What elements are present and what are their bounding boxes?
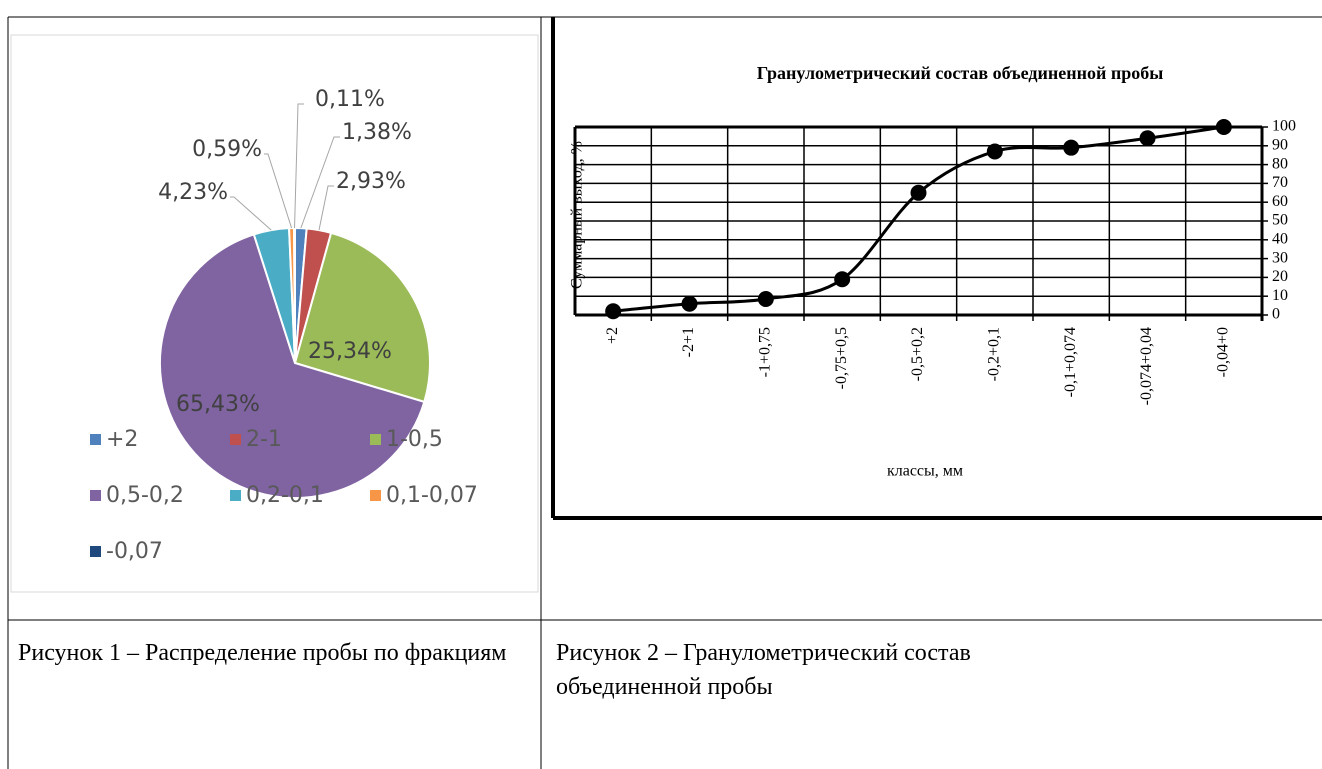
y-tick-label: 20 — [1272, 268, 1288, 285]
data-point — [757, 291, 774, 308]
x-tick-label: -0,2+0,1 — [986, 327, 1003, 381]
y-tick-label: 90 — [1272, 136, 1288, 153]
line-frame — [551, 17, 1322, 520]
legend-swatch — [230, 490, 241, 501]
data-label: 25,34% — [308, 339, 392, 364]
data-point — [605, 303, 622, 320]
y-tick-label: 80 — [1272, 155, 1288, 172]
data-point — [986, 143, 1003, 160]
legend-swatch — [370, 490, 381, 501]
legend-swatch — [90, 434, 101, 445]
data-point — [1139, 130, 1156, 147]
y-tick-label: 10 — [1272, 287, 1288, 304]
legend-label: -0,07 — [106, 539, 163, 564]
x-tick-label: -0,5+0,2 — [909, 327, 926, 381]
y-tick-label: 60 — [1272, 193, 1288, 210]
leader-line — [300, 136, 340, 229]
data-label: 2,93% — [336, 169, 406, 194]
x-axis-title: классы, мм — [887, 463, 963, 480]
legend-label: +2 — [106, 427, 138, 452]
legend-swatch — [230, 434, 241, 445]
legend-label: 2-1 — [246, 427, 282, 452]
x-tick-label: +2 — [604, 327, 621, 344]
data-point — [681, 295, 698, 312]
data-label: 1,38% — [342, 120, 412, 145]
data-label: 0,59% — [192, 137, 262, 162]
y-tick-label: 70 — [1272, 174, 1288, 191]
table-borders — [7, 16, 1322, 769]
data-line — [613, 125, 1225, 313]
y-tick-label: 50 — [1272, 212, 1288, 229]
pie-slice — [293, 226, 296, 364]
data-label: 0,11% — [315, 87, 385, 112]
legend-swatch — [90, 490, 101, 501]
data-label: 65,43% — [176, 392, 260, 417]
data-point — [834, 271, 851, 288]
leader-line — [230, 196, 272, 231]
x-tick-label: -0,75+0,5 — [833, 327, 850, 389]
legend-label: 0,5-0,2 — [106, 483, 184, 508]
x-tick-label: -1+0,75 — [757, 327, 774, 377]
legend-swatch — [370, 434, 381, 445]
x-tick-label: -2+1 — [680, 327, 697, 357]
caption: Рисунок 1 – Распределение пробы по фракц… — [18, 640, 507, 666]
x-tick-label: -0,04+0 — [1215, 327, 1232, 377]
legend-label: 0,1-0,07 — [386, 483, 478, 508]
pie-slice — [159, 233, 426, 499]
y-tick-label: 40 — [1272, 230, 1288, 247]
x-tick-label: -0,074+0,04 — [1138, 327, 1155, 405]
y-tick-label: 30 — [1272, 249, 1288, 266]
x-tick-label: -0,1+0,074 — [1062, 327, 1079, 397]
data-point — [1063, 139, 1080, 156]
y-tick-label: 100 — [1272, 118, 1296, 135]
pie-slice — [293, 231, 431, 404]
legend-swatch — [90, 546, 101, 557]
data-point — [1215, 119, 1232, 135]
leader-line — [264, 153, 293, 229]
legend-label: 1-0,5 — [386, 427, 443, 452]
legend-label: 0,2-0,1 — [246, 483, 324, 508]
chart-title: Гранулометрический состав объединенной п… — [757, 63, 1164, 83]
leader-line — [294, 103, 304, 229]
data-label: 4,23% — [158, 180, 228, 205]
caption: Рисунок 2 – Гранулометрический состав об… — [556, 640, 971, 700]
data-point — [910, 184, 927, 201]
y-tick-label: 0 — [1272, 306, 1280, 323]
y-axis-title: Суммарный выход, % — [569, 141, 586, 289]
leader-line — [318, 185, 334, 231]
